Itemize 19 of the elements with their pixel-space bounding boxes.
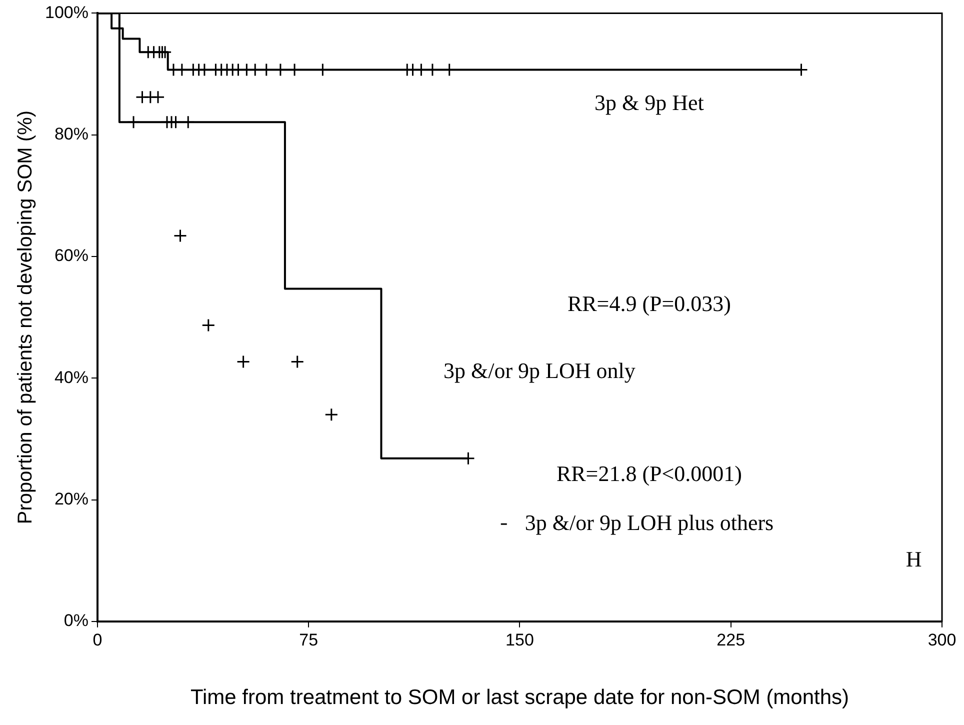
x-tick-label: 300 — [928, 630, 956, 650]
text: 3p &/or 9p LOH only — [444, 358, 636, 383]
y-tick-label: 60% — [54, 246, 88, 266]
series-label: 3p & 9p Het — [594, 90, 704, 116]
x-tick-label: 150 — [506, 630, 534, 650]
y-tick-label: 80% — [54, 124, 88, 144]
annotation: RR=4.9 (P=0.033) — [567, 290, 732, 316]
legend-label: 3p &/or 9p LOH plus others — [524, 510, 774, 535]
y-axis-title: Proportion of patients not developing SOM (%) — [14, 110, 37, 524]
y-tick-label: 100% — [44, 2, 88, 22]
x-tick-label: 0 — [92, 630, 102, 650]
y-tick-label: 20% — [54, 489, 88, 508]
annotation: RR=21.8 (P<0.0001) — [556, 461, 742, 486]
x-axis-title: Time from treatment to SOM or last scrape date for non-SOM (months) — [190, 686, 850, 710]
y-tick-label: 0% — [64, 611, 88, 630]
x-tick-label: 75 — [299, 630, 318, 650]
x-tick-label: 225 — [716, 630, 746, 650]
y-tick-label: 40% — [54, 368, 88, 387]
annotation: H — [906, 546, 922, 572]
